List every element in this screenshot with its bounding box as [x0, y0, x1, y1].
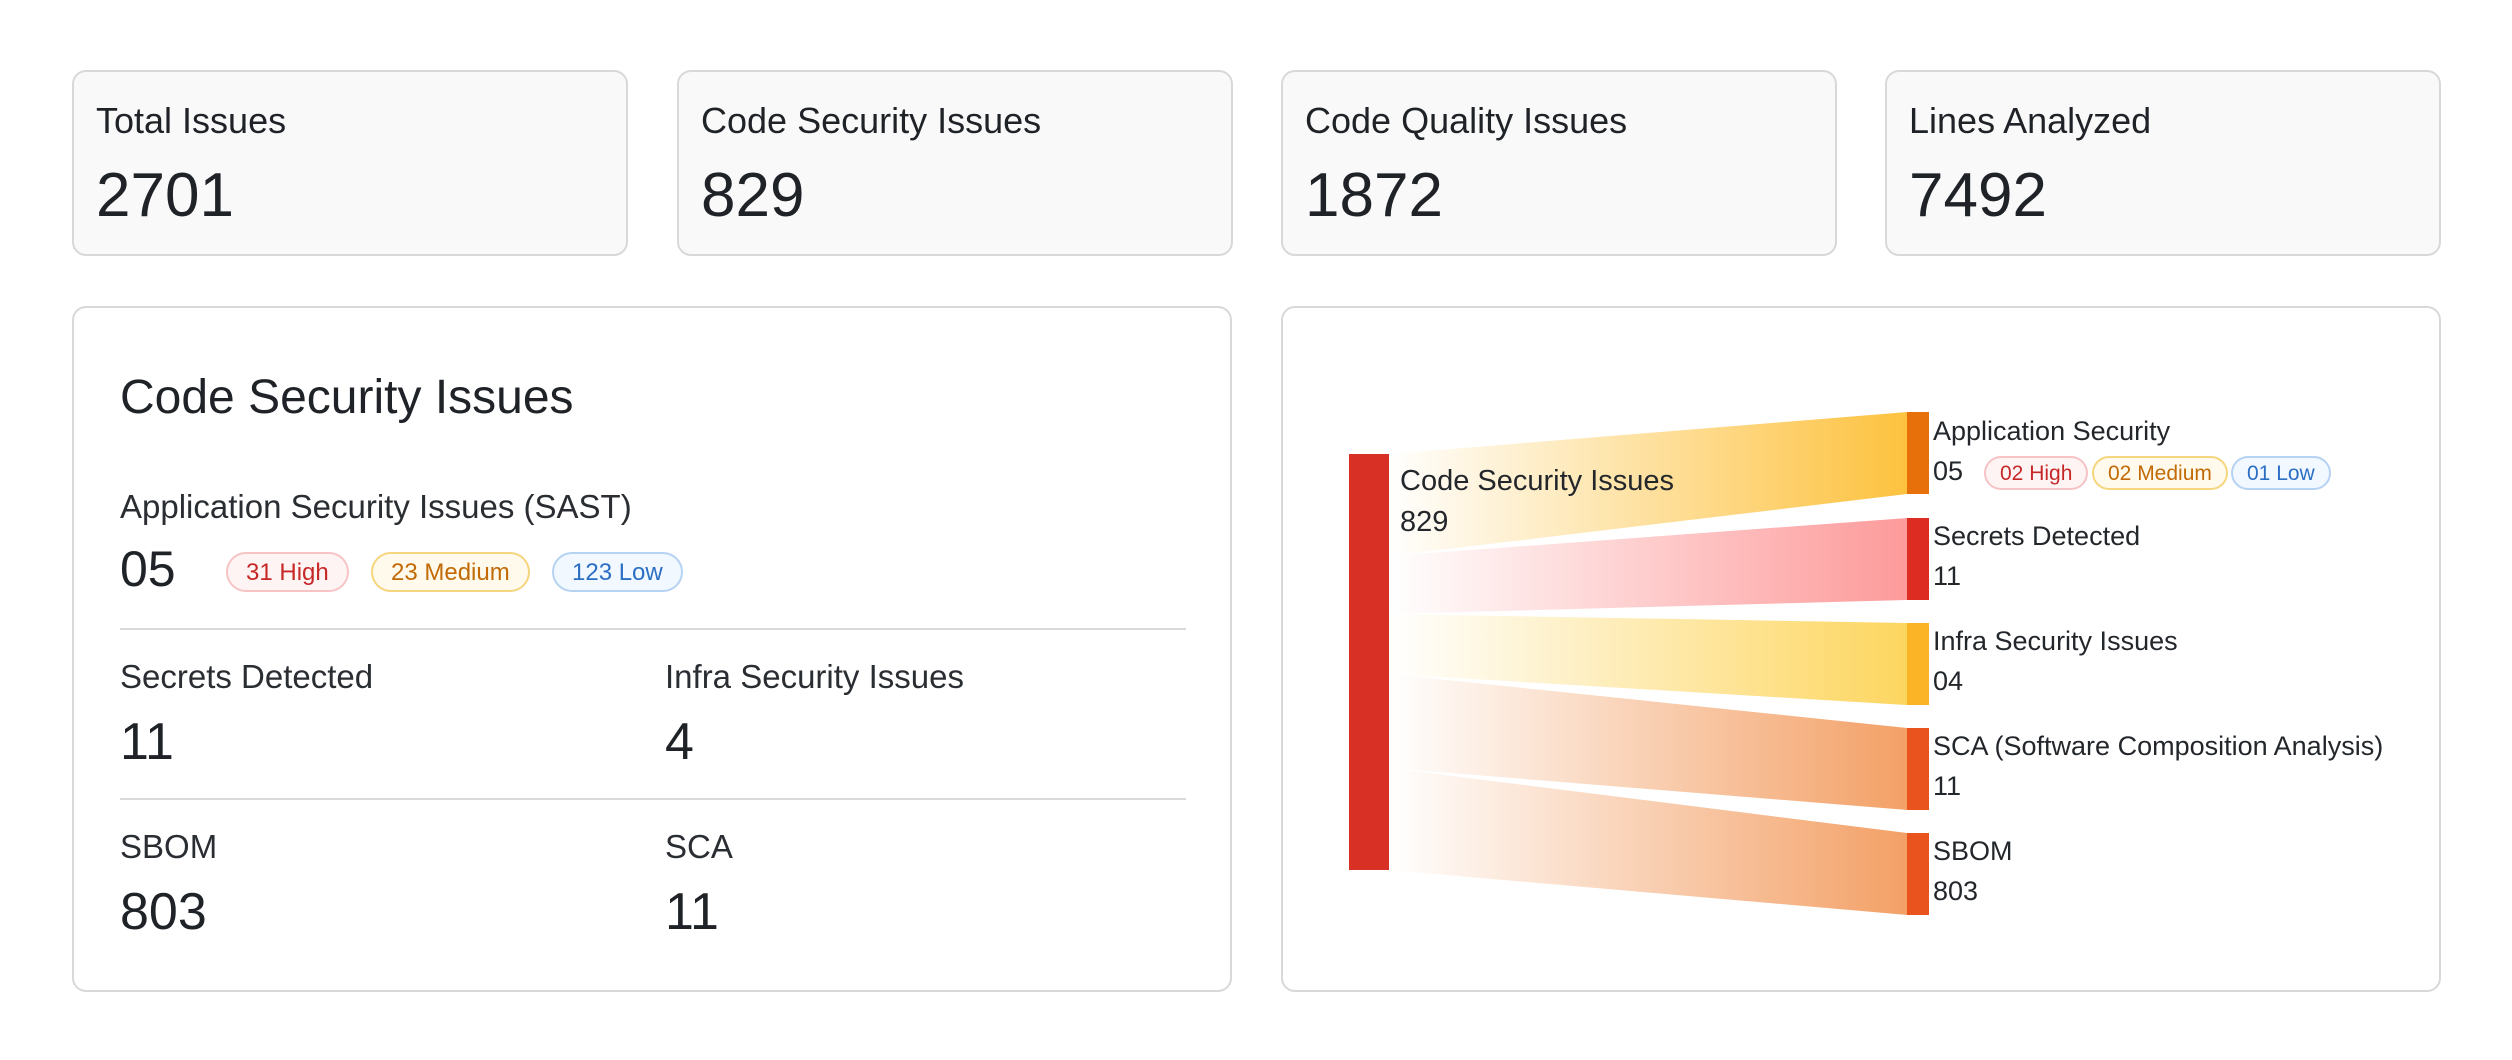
stat-label: Code Security Issues [701, 100, 1042, 141]
target-value-application-security: 05 [1933, 456, 1964, 486]
sast-medium-badge: 23 Medium [371, 552, 530, 592]
security-breakdown-panel: Code Security Issues Application Securit… [72, 306, 1232, 992]
sca-label: SCA [665, 828, 733, 865]
source-node-value: 829 [1400, 506, 1449, 538]
sankey-chart [1349, 412, 1929, 915]
target-value-sca: 11 [1933, 771, 1962, 801]
sankey-panel: Code Security Issues 829 Application Sec… [1281, 306, 2441, 992]
sankey-flow-sca [1389, 674, 1907, 810]
sbom-value: 803 [120, 883, 207, 941]
stat-card-code-quality-issues: Code Quality Issues 1872 [1281, 70, 1837, 256]
sankey-source-node [1349, 454, 1389, 870]
target-value-sbom: 803 [1933, 876, 1979, 906]
sankey-target-node-application-security [1907, 412, 1929, 494]
stat-value: 7492 [1909, 161, 2047, 230]
sankey-flow-infra-security [1389, 614, 1907, 705]
target-label-infra-security: Infra Security Issues [1933, 626, 2178, 656]
sast-value: 05 [120, 541, 176, 597]
sankey-target-node-secrets-detected [1907, 518, 1929, 600]
stat-label: Code Quality Issues [1305, 100, 1628, 141]
sast-label: Application Security Issues (SAST) [120, 488, 632, 525]
appsec-low-badge: 01 Low [2231, 456, 2331, 490]
sankey-flow-secrets-detected [1389, 518, 1907, 614]
target-value-infra-security: 04 [1933, 666, 1964, 696]
infra-label: Infra Security Issues [665, 658, 964, 695]
stat-value: 829 [701, 161, 805, 230]
target-value-secrets-detected: 11 [1933, 561, 1962, 591]
divider [120, 798, 1186, 800]
stat-value: 1872 [1305, 161, 1443, 230]
secrets-value: 11 [120, 713, 174, 771]
target-label-application-security: Application Security [1933, 416, 2171, 446]
sankey-flow-application-security [1389, 412, 1907, 556]
target-label-sbom: SBOM [1933, 836, 2013, 866]
stat-label: Lines Analyzed [1909, 100, 2152, 141]
sankey-target-node-sca [1907, 728, 1929, 810]
sankey-flow-sbom [1389, 768, 1907, 915]
sast-high-badge: 31 High [226, 552, 349, 592]
stat-label: Total Issues [96, 100, 287, 141]
stat-card-total-issues: Total Issues 2701 [72, 70, 628, 256]
divider [120, 628, 1186, 630]
target-label-secrets-detected: Secrets Detected [1933, 521, 2141, 551]
appsec-medium-badge: 02 Medium [2092, 456, 2228, 490]
source-node-label: Code Security Issues [1400, 465, 1675, 497]
panel-title: Code Security Issues [120, 371, 574, 424]
target-label-sca: SCA (Software Composition Analysis) [1933, 731, 2384, 761]
sankey-target-node-sbom [1907, 833, 1929, 915]
stat-card-code-security-issues: Code Security Issues 829 [677, 70, 1233, 256]
appsec-high-badge: 02 High [1984, 456, 2089, 490]
sca-value: 11 [665, 883, 719, 941]
secrets-label: Secrets Detected [120, 658, 374, 695]
stat-value: 2701 [96, 161, 234, 230]
stat-card-lines-analyzed: Lines Analyzed 7492 [1885, 70, 2441, 256]
infra-value: 4 [665, 713, 694, 771]
sankey-target-node-infra-security [1907, 623, 1929, 705]
sbom-label: SBOM [120, 828, 218, 865]
sast-low-badge: 123 Low [552, 552, 683, 592]
